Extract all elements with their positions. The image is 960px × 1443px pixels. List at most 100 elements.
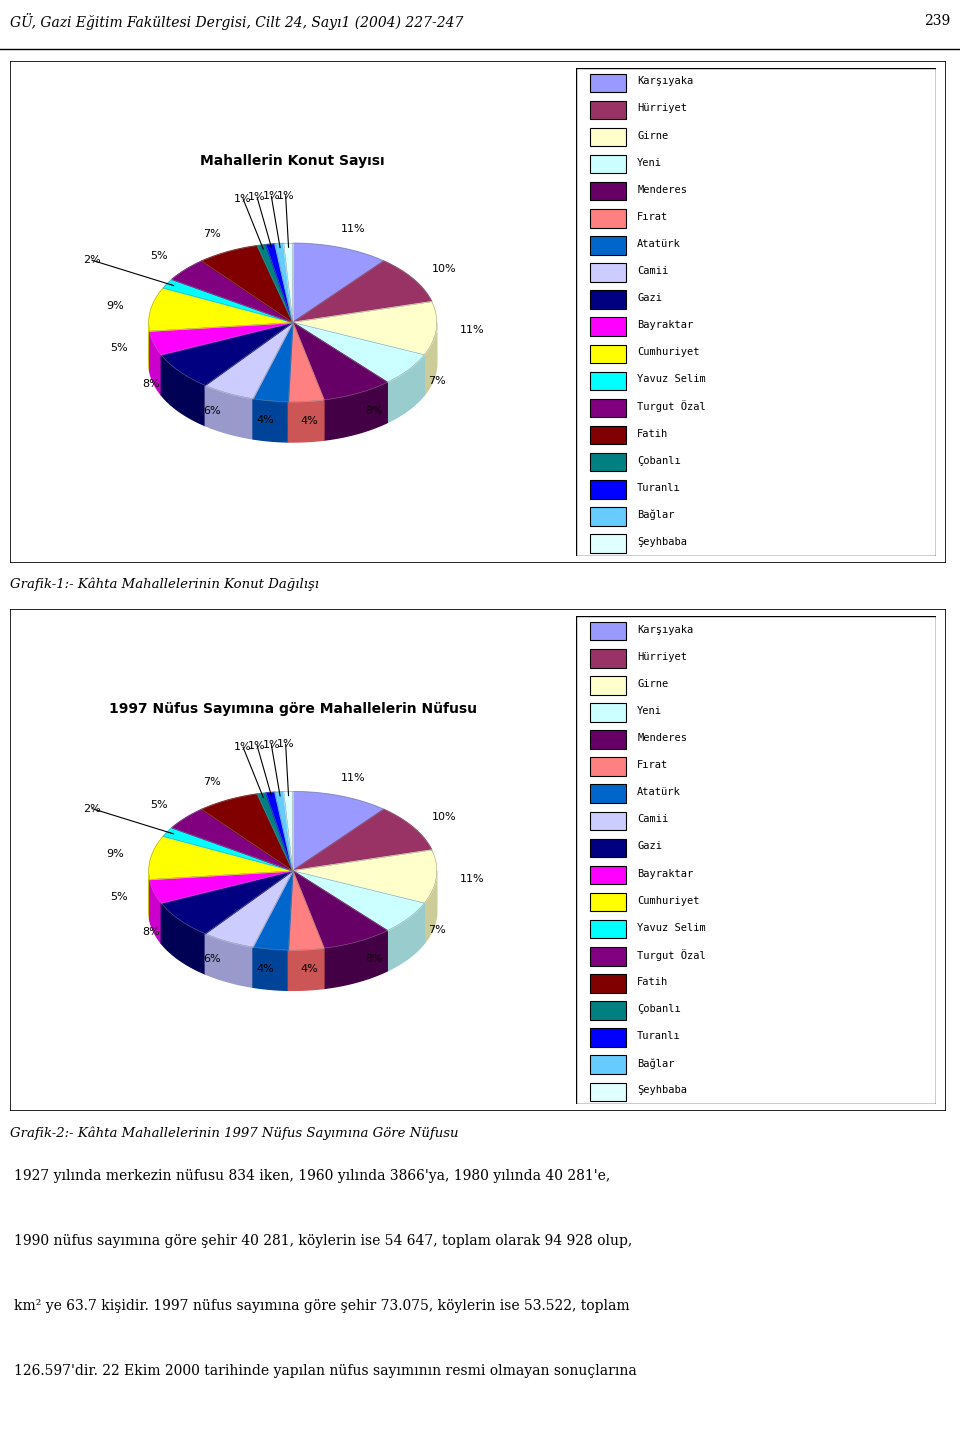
FancyBboxPatch shape	[590, 947, 626, 965]
Polygon shape	[275, 792, 293, 870]
FancyBboxPatch shape	[590, 317, 626, 336]
Title: 1997 Nüfus Sayımına göre Mahallelerin Nüfusu: 1997 Nüfus Sayımına göre Mahallelerin Nü…	[108, 701, 477, 716]
Text: Bayraktar: Bayraktar	[637, 320, 693, 330]
Polygon shape	[293, 870, 424, 931]
Text: Yeni: Yeni	[637, 157, 662, 167]
Polygon shape	[324, 931, 387, 988]
Text: 1%: 1%	[262, 192, 280, 202]
Text: 1%: 1%	[234, 742, 252, 752]
Polygon shape	[150, 322, 293, 355]
Text: Camii: Camii	[637, 814, 668, 824]
Polygon shape	[288, 400, 324, 442]
Text: 4%: 4%	[300, 964, 319, 974]
Polygon shape	[149, 289, 293, 330]
FancyBboxPatch shape	[590, 1029, 626, 1046]
Polygon shape	[293, 244, 384, 322]
FancyBboxPatch shape	[590, 154, 626, 173]
Text: 9%: 9%	[107, 300, 124, 310]
Text: Karşıyaka: Karşıyaka	[637, 76, 693, 87]
Polygon shape	[161, 355, 205, 426]
Text: Fatih: Fatih	[637, 977, 668, 987]
Text: 11%: 11%	[341, 772, 366, 782]
Text: Girne: Girne	[637, 130, 668, 140]
Polygon shape	[161, 322, 293, 385]
FancyBboxPatch shape	[590, 921, 626, 938]
FancyBboxPatch shape	[590, 785, 626, 802]
Polygon shape	[293, 322, 424, 382]
Text: 2%: 2%	[84, 804, 101, 814]
Text: 6%: 6%	[203, 954, 221, 964]
FancyBboxPatch shape	[590, 622, 626, 641]
Text: Yavuz Selim: Yavuz Selim	[637, 922, 706, 932]
Text: Gazi: Gazi	[637, 293, 662, 303]
Text: 4%: 4%	[256, 964, 274, 974]
Polygon shape	[172, 810, 293, 870]
Text: 11%: 11%	[460, 873, 485, 883]
Text: 6%: 6%	[203, 405, 221, 416]
Polygon shape	[253, 322, 293, 401]
FancyBboxPatch shape	[590, 649, 626, 668]
Polygon shape	[288, 322, 324, 401]
Polygon shape	[253, 947, 288, 990]
Text: 7%: 7%	[428, 377, 446, 387]
Polygon shape	[163, 280, 293, 322]
Text: 1%: 1%	[249, 740, 266, 750]
Polygon shape	[293, 322, 387, 400]
Text: Bayraktar: Bayraktar	[637, 869, 693, 879]
Text: Atatürk: Atatürk	[637, 788, 681, 798]
Text: 4%: 4%	[256, 416, 274, 426]
Polygon shape	[288, 948, 324, 990]
Text: Gazi: Gazi	[637, 841, 662, 851]
Polygon shape	[324, 382, 387, 440]
Text: 126.597'dir. 22 Ekim 2000 tarihinde yapılan nüfus sayımının resmi olmayan sonuçl: 126.597'dir. 22 Ekim 2000 tarihinde yapı…	[14, 1364, 637, 1378]
FancyBboxPatch shape	[590, 74, 626, 92]
Text: Atatürk: Atatürk	[637, 240, 681, 250]
FancyBboxPatch shape	[590, 974, 626, 993]
FancyBboxPatch shape	[590, 209, 626, 228]
Text: Hürriyet: Hürriyet	[637, 652, 687, 662]
Polygon shape	[293, 870, 387, 948]
Text: 4%: 4%	[300, 416, 319, 426]
Text: 5%: 5%	[150, 251, 168, 261]
Text: Çobanlı: Çobanlı	[637, 456, 681, 466]
Text: Grafik-1:- Kâhta Mahallelerinin Konut Dağılışı: Grafik-1:- Kâhta Mahallelerinin Konut Da…	[10, 577, 319, 592]
Text: 7%: 7%	[428, 925, 446, 935]
Polygon shape	[293, 810, 432, 870]
Polygon shape	[387, 355, 424, 423]
Polygon shape	[161, 903, 205, 974]
Polygon shape	[205, 934, 253, 987]
FancyBboxPatch shape	[590, 372, 626, 390]
Text: Yavuz Selim: Yavuz Selim	[637, 374, 706, 384]
FancyBboxPatch shape	[590, 263, 626, 281]
FancyBboxPatch shape	[590, 345, 626, 364]
Text: Fırat: Fırat	[637, 212, 668, 222]
Polygon shape	[163, 828, 293, 870]
Polygon shape	[253, 870, 293, 949]
Text: 8%: 8%	[143, 380, 160, 388]
Text: Cumhuriyet: Cumhuriyet	[637, 896, 700, 906]
Polygon shape	[387, 903, 424, 971]
FancyBboxPatch shape	[590, 534, 626, 553]
FancyBboxPatch shape	[590, 398, 626, 417]
Text: 7%: 7%	[203, 229, 221, 240]
FancyBboxPatch shape	[590, 866, 626, 885]
Text: 1%: 1%	[234, 193, 252, 203]
FancyBboxPatch shape	[590, 1082, 626, 1101]
FancyBboxPatch shape	[590, 703, 626, 722]
Text: 11%: 11%	[341, 224, 366, 234]
Text: Fatih: Fatih	[637, 429, 668, 439]
Text: 1%: 1%	[262, 740, 280, 750]
Text: 7%: 7%	[203, 778, 221, 788]
Text: 10%: 10%	[431, 264, 456, 274]
Polygon shape	[266, 244, 293, 322]
FancyBboxPatch shape	[576, 68, 936, 556]
FancyBboxPatch shape	[590, 1055, 626, 1074]
Polygon shape	[275, 244, 293, 322]
Text: Bağlar: Bağlar	[637, 1058, 675, 1068]
Text: 1%: 1%	[249, 192, 266, 202]
Polygon shape	[257, 794, 293, 870]
Polygon shape	[284, 792, 293, 870]
Text: Yeni: Yeni	[637, 706, 662, 716]
FancyBboxPatch shape	[590, 838, 626, 857]
Text: Camii: Camii	[637, 266, 668, 276]
